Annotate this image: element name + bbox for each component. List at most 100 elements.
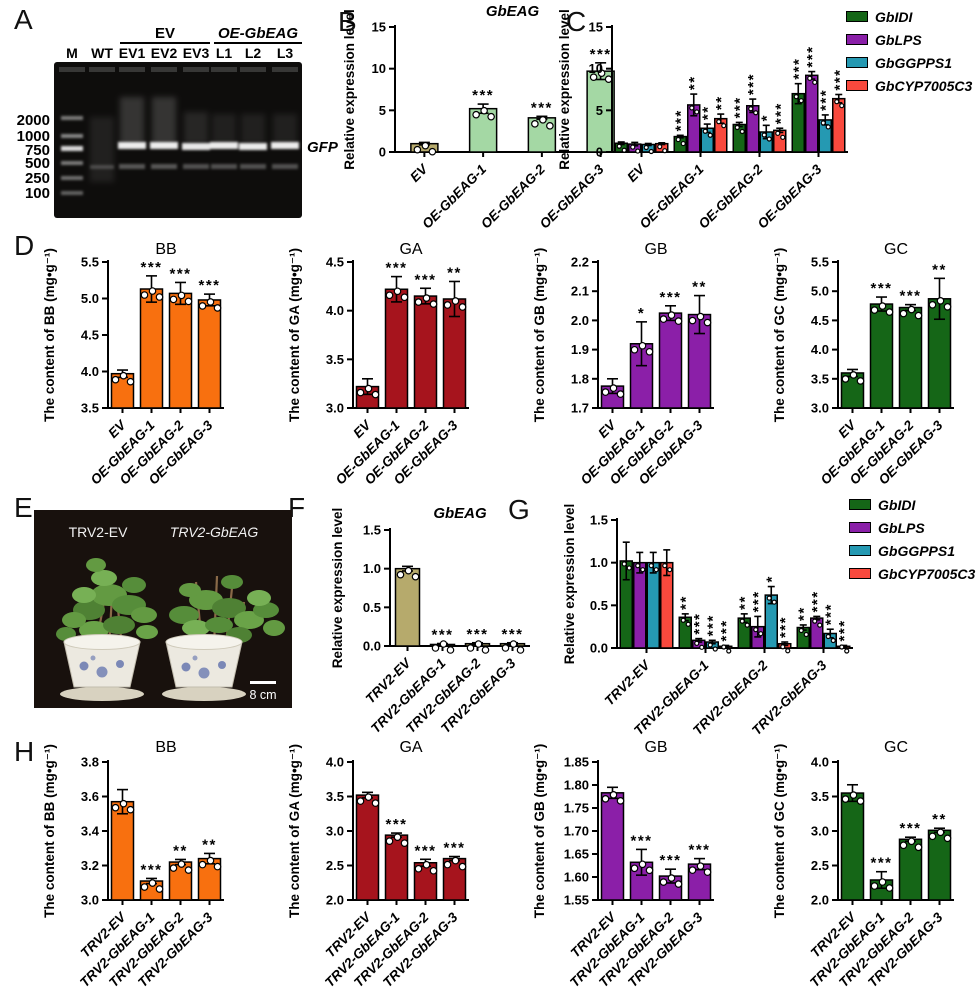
significance-stars: *** [443, 840, 465, 857]
gel-lane-label: M [66, 45, 78, 61]
y-tick-label: 5.0 [811, 284, 829, 299]
legend-label: GbGGPPS1 [875, 54, 953, 71]
y-tick-label: 2.2 [571, 255, 589, 270]
data-point [155, 293, 164, 301]
significance-stars: *** [140, 259, 162, 276]
data-point [653, 567, 659, 573]
data-point [411, 572, 420, 581]
legend-label: GbLPS [878, 519, 925, 536]
y-tick-label: 1.75 [564, 801, 589, 816]
significance-stars: *** [431, 627, 453, 644]
data-point [148, 879, 157, 887]
y-tick-label: 0.5 [590, 598, 608, 613]
gel-smears [90, 97, 297, 182]
significance-stars: * [638, 305, 645, 322]
bar [633, 561, 647, 649]
data-point [169, 864, 178, 872]
significance-stars: *** [745, 73, 762, 95]
legend-swatch [849, 568, 871, 579]
data-point [839, 103, 845, 109]
y-tick-label: 0.0 [363, 639, 381, 654]
y-tick-label: 3.0 [326, 824, 344, 839]
data-point [640, 567, 646, 573]
data-point [501, 644, 510, 652]
chart-title: BB [155, 739, 176, 756]
gel-lane-label: L2 [245, 45, 262, 61]
chart-h-gc-content: 2.0 2.5 3.0 3.5 4.0 The content of GC (mg•g⁻¹… [772, 739, 954, 989]
legend-swatch [846, 57, 868, 68]
chart-h-bb-content: 3.0 3.2 3.4 3.6 3.8 The content of BB (mg•g⁻¹… [42, 739, 224, 989]
y-axis-label: The content of GA (mg•g⁻¹) [287, 744, 302, 918]
data-point [885, 884, 894, 892]
y-tick-label: 4.5 [326, 255, 344, 270]
chart-f-gbeag-silencing: 0.0 0.5 1.0 1.5 Relative expression level GbE… [330, 505, 530, 736]
y-axis-label: Relative expression level [342, 9, 357, 170]
plant-pot-right [162, 634, 246, 701]
y-tick-label: 1.5 [590, 513, 608, 528]
y-axis-label: Relative expression level [562, 504, 577, 665]
gel-group-header-oe: OE-GbEAG [218, 25, 298, 42]
y-tick-label: 3.0 [811, 401, 829, 416]
data-point [739, 618, 745, 624]
data-point [635, 148, 641, 154]
data-point [609, 791, 618, 799]
y-axis-label: The content of BB (mg•g⁻¹) [42, 248, 57, 422]
data-point [458, 303, 467, 311]
significance-stars: *** [169, 265, 191, 282]
data-point [780, 134, 786, 140]
significance-stars: *** [718, 619, 735, 641]
x-category-label: EV [835, 417, 859, 441]
legend-entry: GbIDI [849, 496, 975, 513]
data-point [487, 112, 495, 121]
data-point [793, 94, 799, 100]
data-point [474, 640, 483, 648]
x-category-label: EV [624, 161, 648, 185]
y-axis-label: Relative expression level [557, 9, 572, 170]
data-point [841, 375, 850, 383]
data-point [849, 791, 858, 799]
y-tick-label: 1.9 [571, 342, 589, 357]
legend-label: GbGGPPS1 [878, 542, 956, 559]
significance-stars: *** [198, 277, 220, 294]
data-point [928, 832, 937, 841]
photo-scale-bar [250, 681, 276, 684]
data-point [662, 148, 668, 154]
significance-stars: *** [691, 613, 708, 635]
data-point [856, 797, 865, 805]
bar [646, 561, 660, 649]
bar [355, 794, 380, 901]
data-point [688, 866, 697, 874]
data-point [404, 566, 413, 575]
data-point [481, 646, 490, 654]
data-point [680, 617, 686, 623]
significance-stars: *** [688, 842, 710, 859]
y-tick-label: 4.5 [811, 313, 829, 328]
data-point [393, 833, 402, 841]
data-point [626, 565, 632, 571]
y-tick-label: 4.0 [81, 364, 99, 379]
chart-title: GbEAG [433, 505, 487, 522]
data-point [546, 122, 554, 130]
significance-stars: *** [831, 68, 848, 90]
plant-right-foliage [169, 575, 285, 643]
chart-title: GC [884, 739, 908, 756]
x-category-label: EV [105, 417, 129, 441]
data-point [400, 839, 409, 847]
bar [197, 299, 222, 409]
data-point [422, 294, 431, 302]
significance-stars: *** [531, 99, 553, 116]
data-point [429, 300, 438, 308]
y-tick-label: 1.5 [363, 523, 381, 538]
data-point [601, 795, 610, 803]
significance-stars: *** [791, 58, 808, 80]
y-tick-label: 5 [379, 103, 386, 118]
data-point [364, 793, 373, 801]
data-point [721, 123, 727, 129]
data-point [516, 646, 525, 654]
panel-letter-g: G [508, 494, 530, 525]
data-point [126, 377, 135, 386]
y-tick-label: 3.5 [326, 352, 344, 367]
data-point [451, 856, 460, 865]
plant-photo: TRV2-EV TRV2-GbEAG 8 cm [34, 510, 292, 708]
data-point [356, 388, 365, 397]
